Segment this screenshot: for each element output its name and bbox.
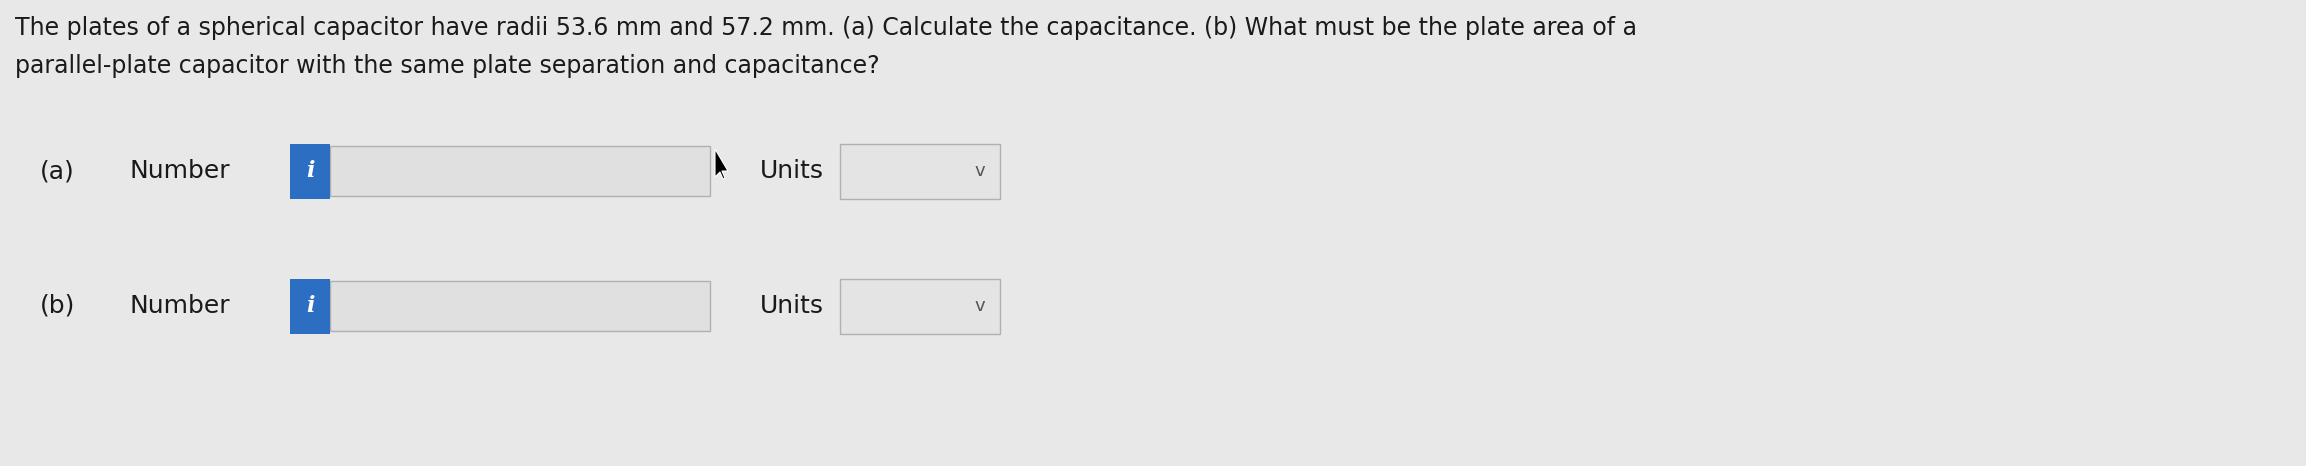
Text: v: v (975, 162, 985, 180)
Text: The plates of a spherical capacitor have radii 53.6 mm and 57.2 mm. (a) Calculat: The plates of a spherical capacitor have… (16, 16, 1637, 40)
Bar (330, 146, 710, 196)
Polygon shape (715, 149, 729, 179)
Bar (839, 279, 1001, 334)
Text: Number: Number (129, 294, 231, 318)
Text: Units: Units (761, 294, 823, 318)
Bar (291, 144, 330, 199)
Text: (a): (a) (39, 159, 74, 183)
Text: (b): (b) (39, 294, 76, 318)
Text: parallel-plate capacitor with the same plate separation and capacitance?: parallel-plate capacitor with the same p… (16, 54, 879, 78)
Bar (839, 144, 1001, 199)
Text: i: i (307, 160, 314, 182)
Text: v: v (975, 297, 985, 315)
Text: Number: Number (129, 159, 231, 183)
Text: Units: Units (761, 159, 823, 183)
Bar (330, 281, 710, 331)
Text: i: i (307, 295, 314, 317)
Bar (291, 279, 330, 334)
